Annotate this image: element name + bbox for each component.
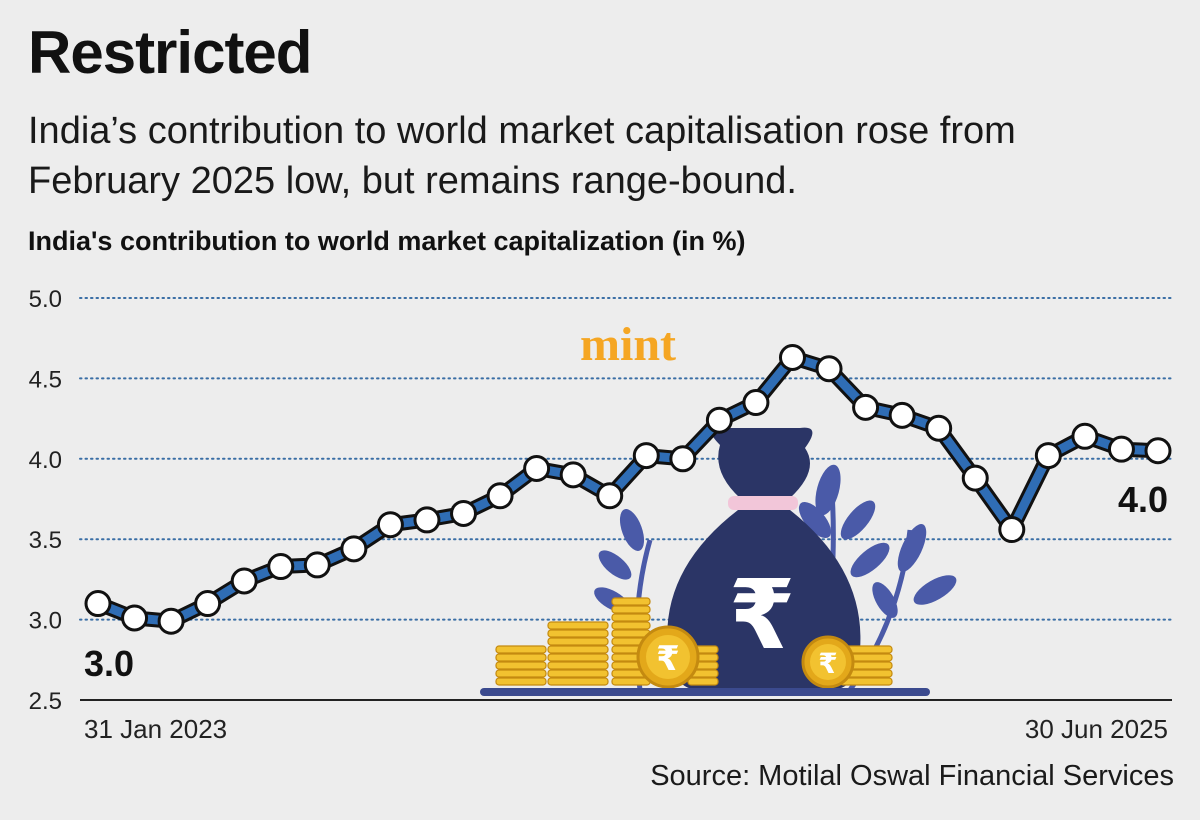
- data-point: [778, 343, 806, 371]
- rupee-coin-icon: ₹: [636, 625, 700, 689]
- data-point: [998, 516, 1026, 544]
- ground-bar: [480, 688, 930, 696]
- coin: [495, 661, 547, 670]
- coin: [611, 629, 651, 638]
- data-point: [925, 414, 953, 442]
- data-point: [84, 590, 112, 618]
- data-point: [815, 355, 843, 383]
- y-tick-label: 3.0: [29, 608, 62, 635]
- chart-subtitle: India’s contribution to world market cap…: [28, 110, 1016, 202]
- coin: [687, 677, 719, 686]
- y-tick-label: 3.5: [29, 527, 62, 554]
- coin: [547, 653, 609, 662]
- coin: [547, 621, 609, 630]
- end-value-label: 4.0: [1118, 479, 1168, 520]
- data-point: [413, 506, 441, 534]
- coin: [547, 629, 609, 638]
- money-bag-illustration: ₹ ₹ ₹: [480, 427, 957, 696]
- series-markers: [84, 343, 1172, 635]
- coin: [611, 613, 651, 622]
- x-start-label: 31 Jan 2023: [84, 714, 227, 744]
- data-point: [1071, 422, 1099, 450]
- y-tick-label: 4.0: [29, 447, 62, 474]
- coin: [611, 605, 651, 614]
- coin: [547, 669, 609, 678]
- y-tick-label: 2.5: [29, 688, 62, 715]
- data-point: [121, 604, 149, 632]
- data-point: [705, 406, 733, 434]
- source-note: Source: Motilal Oswal Financial Services: [650, 760, 1174, 792]
- coin: [611, 597, 651, 606]
- y-tick-label: 4.5: [29, 366, 62, 393]
- coin: [547, 661, 609, 670]
- coin: [547, 677, 609, 686]
- data-point: [669, 445, 697, 473]
- data-point: [888, 401, 916, 429]
- svg-text:₹: ₹: [656, 639, 680, 679]
- mint-logo: mint: [580, 318, 676, 371]
- x-end-label: 30 Jun 2025: [1025, 714, 1168, 744]
- coin: [547, 637, 609, 646]
- svg-text:₹: ₹: [729, 559, 796, 671]
- data-point: [486, 482, 514, 510]
- coin: [495, 677, 547, 686]
- start-value-label: 3.0: [84, 643, 134, 684]
- data-point: [303, 551, 331, 579]
- y-tick-label: 5.0: [29, 286, 62, 313]
- data-point: [961, 464, 989, 492]
- coin: [495, 669, 547, 678]
- data-point: [742, 389, 770, 417]
- coin: [495, 653, 547, 662]
- data-point: [194, 590, 222, 618]
- data-point: [376, 511, 404, 539]
- data-point: [1107, 435, 1135, 463]
- data-point: [267, 553, 295, 581]
- data-point: [523, 454, 551, 482]
- coin: [547, 645, 609, 654]
- data-point: [1034, 442, 1062, 470]
- data-point: [596, 482, 624, 510]
- rupee-coin-small-icon: ₹: [801, 635, 855, 689]
- coin: [611, 677, 651, 686]
- data-point: [340, 535, 368, 563]
- data-point: [450, 499, 478, 527]
- chart-title: Restricted: [28, 19, 312, 86]
- y-axis-ticks: 5.0 4.5 4.0 3.5 3.0 2.5: [29, 286, 62, 715]
- svg-text:₹: ₹: [818, 647, 837, 680]
- data-point: [559, 461, 587, 489]
- data-point: [230, 567, 258, 595]
- data-point: [1144, 437, 1172, 465]
- coin: [611, 621, 651, 630]
- chart-heading: India's contribution to world market cap…: [28, 226, 746, 256]
- data-point: [157, 607, 185, 635]
- coin: [495, 645, 547, 654]
- data-point: [852, 393, 880, 421]
- data-point: [632, 442, 660, 470]
